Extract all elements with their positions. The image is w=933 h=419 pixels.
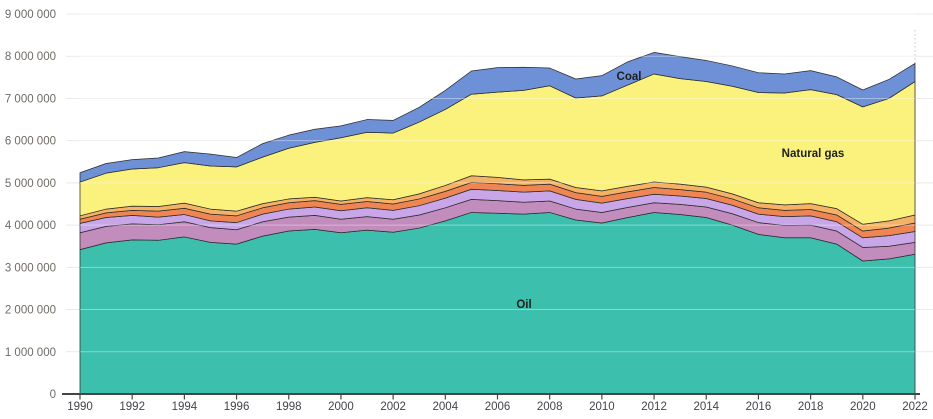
y-tick-label: 6 000 000 [5, 136, 56, 148]
x-tick-label: 1992 [119, 401, 145, 413]
x-tick-label: 1994 [172, 401, 198, 413]
x-tick-label: 2008 [537, 401, 563, 413]
x-tick-label: 2002 [380, 401, 406, 413]
x-tick-label: 1990 [67, 401, 93, 413]
x-tick-label: 2000 [328, 401, 354, 413]
x-tick-label: 2006 [485, 401, 511, 413]
y-tick-label: 8 000 000 [5, 51, 56, 63]
x-tick-label: 2004 [433, 401, 459, 413]
x-tick-label: 2022 [902, 401, 928, 413]
y-tick-label: 2 000 000 [5, 305, 56, 317]
y-tick-label: 4 000 000 [5, 220, 56, 232]
x-tick-label: 2014 [693, 401, 719, 413]
series-label-coal: Coal [617, 71, 642, 83]
x-tick-label: 2010 [589, 401, 615, 413]
x-tick-label: 2012 [641, 401, 667, 413]
x-tick-label: 2016 [746, 401, 772, 413]
x-tick-label: 1996 [224, 401, 250, 413]
y-tick-label: 3 000 000 [5, 262, 56, 274]
y-tick-label: 1 000 000 [5, 347, 56, 359]
y-tick-label: 9 000 000 [5, 9, 56, 21]
y-tick-label: 5 000 000 [5, 178, 56, 190]
series-label-natural-gas: Natural gas [782, 148, 845, 160]
y-tick-label: 7 000 000 [5, 93, 56, 105]
y-tick-label: 0 [50, 389, 56, 401]
x-tick-label: 1998 [276, 401, 302, 413]
series-label-oil: Oil [516, 299, 531, 311]
x-tick-label: 2020 [850, 401, 876, 413]
x-tick-label: 2018 [798, 401, 824, 413]
area-coal [79, 52, 916, 183]
